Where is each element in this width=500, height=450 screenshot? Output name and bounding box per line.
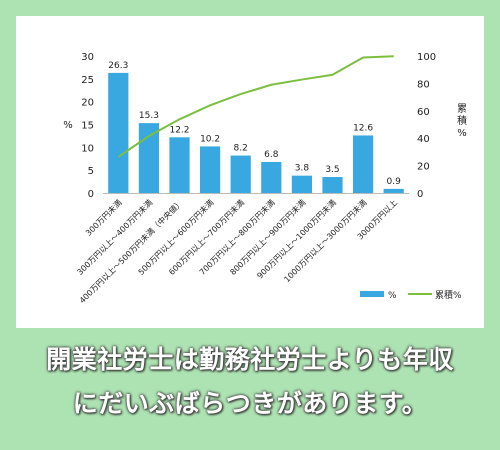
y-right-tick-label: 40 [417, 134, 430, 145]
bar-2 [138, 123, 159, 193]
bar-3 [169, 137, 190, 193]
bar-9 [353, 135, 374, 193]
bar-value-label: 6.8 [264, 150, 279, 160]
y-right-tick-label: 60 [417, 107, 430, 118]
caption: 開業社労士は勤務社労士よりも年収 にだいぶばらつきがあります。 [0, 338, 500, 426]
y-left-tick-label: 15 [81, 121, 94, 132]
bar-1 [108, 72, 129, 193]
bar-value-label: 10.2 [200, 134, 220, 144]
y-right-tick-label: 100 [417, 52, 436, 63]
legend-bar-swatch [360, 291, 384, 297]
income-distribution-chart: 0 5 10 15 20 25 30 0 20 40 60 80 100% 累積% 26.3 15.3 12.2… [63, 52, 467, 305]
bar-value-label: 0.9 [387, 177, 402, 187]
bar-value-label: 12.2 [169, 125, 189, 135]
bar-7 [291, 175, 312, 193]
bar-8 [322, 177, 343, 193]
y-left-tick-label: 30 [81, 52, 94, 63]
y-left-tick-label: 10 [81, 143, 94, 154]
caption-line-1: 開業社労士は勤務社労士よりも年収 [46, 345, 454, 374]
bar-value-label: 3.5 [325, 165, 339, 175]
y-left-tick-label: 5 [88, 166, 94, 177]
caption-line-2: にだいぶばらつきがあります。 [72, 389, 428, 418]
bar-value-label: 26.3 [108, 61, 128, 71]
bar-4 [200, 146, 221, 193]
legend-bar-label: % [388, 291, 397, 301]
bar-10 [383, 188, 404, 193]
y-right-axis-title-char: 積 [457, 114, 467, 127]
y-right-tick-label: 20 [417, 162, 430, 173]
cumulative-line [117, 55, 394, 158]
legend-line-label: 累積% [435, 289, 462, 301]
y-right-axis-title-char: % [457, 128, 467, 139]
y-right-axis-title-char: 累 [457, 103, 467, 115]
y-left-tick-label: 25 [81, 75, 94, 86]
chart-card: 0 5 10 15 20 25 30 0 20 40 60 80 100% 累積% 26.3 15.3 12.2… [16, 16, 484, 328]
bar-6 [261, 161, 282, 193]
bar-value-label: 12.6 [353, 123, 373, 133]
bar-5 [230, 155, 251, 193]
y-right-tick-label: 80 [417, 79, 430, 90]
bar-value-label: 3.8 [295, 164, 310, 174]
y-left-axis-title: % [63, 120, 73, 131]
y-left-tick-label: 0 [88, 189, 94, 200]
y-left-tick-label: 20 [81, 98, 94, 109]
bar-value-label: 8.2 [234, 144, 248, 154]
x-category-label: 400万円以上～500万円未満（中央値） [77, 197, 185, 305]
y-right-tick-label: 0 [417, 189, 423, 200]
bar-value-label: 15.3 [139, 111, 159, 121]
